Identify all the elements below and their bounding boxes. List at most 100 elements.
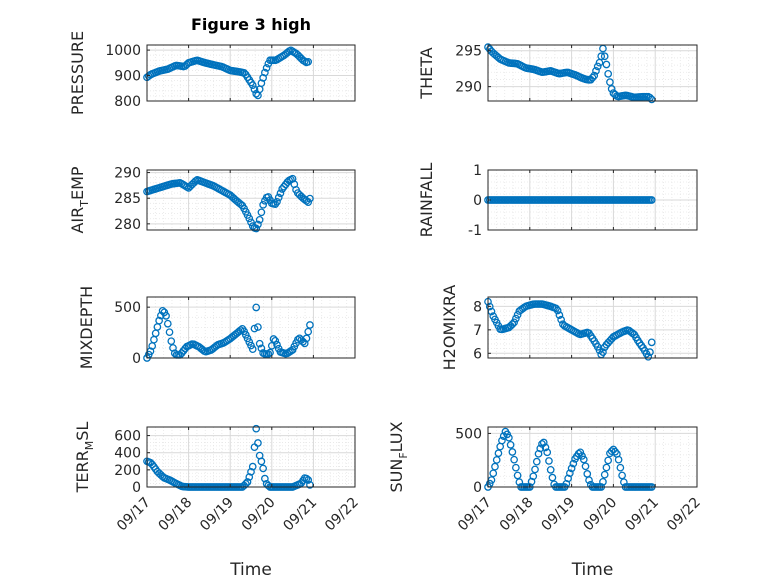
data-point (300, 339, 309, 348)
data-point (261, 474, 269, 483)
data-point (274, 193, 283, 202)
data-point (506, 441, 515, 449)
y-axis-label: AIRTEMP (68, 166, 91, 233)
data-point (618, 471, 626, 480)
data-point (255, 339, 264, 348)
y-tick-label: -1 (468, 223, 482, 239)
y-axis-label: THETA (417, 47, 436, 99)
data-point (243, 478, 252, 486)
data-point (536, 444, 545, 453)
y-tick-label: 290 (455, 80, 482, 96)
axes-mixdepth: 0 500 MIXDEPTH (77, 286, 356, 369)
data-point (250, 85, 259, 94)
data-point (304, 57, 313, 66)
data-point (543, 448, 552, 457)
axes-box (487, 44, 698, 102)
series-air_temp (143, 174, 314, 233)
data-point (264, 350, 273, 358)
data-point (247, 218, 255, 227)
data-point (505, 433, 513, 442)
data-point (555, 311, 564, 319)
y-tick-label: 500 (114, 300, 141, 316)
data-point (647, 196, 656, 204)
data-point (512, 314, 520, 323)
data-point (529, 472, 538, 481)
data-point (485, 302, 494, 311)
axes-h2omixra: 6 7 8 H2OMIXRA (440, 285, 698, 370)
axes-box (146, 296, 356, 359)
data-point (248, 81, 257, 90)
data-point (606, 78, 614, 87)
data-point (579, 455, 588, 464)
y-tick-label: 900 (114, 69, 141, 85)
data-point (271, 336, 280, 345)
data-point (304, 476, 313, 484)
y-tick-label: 1000 (105, 43, 141, 59)
data-point (489, 469, 498, 478)
data-point (252, 303, 261, 312)
data-point (257, 344, 266, 353)
data-point (267, 341, 276, 350)
y-tick-label: 0 (473, 193, 482, 209)
x-axis-label: Time (229, 560, 272, 580)
data-point (546, 466, 555, 474)
data-point (600, 52, 609, 61)
figure-title: Figure 3 high (191, 15, 311, 34)
y-axis-label: SUNFLUX (387, 421, 410, 492)
axes-theta: 290 295 THETA (417, 43, 698, 104)
y-tick-label: 6 (473, 346, 482, 362)
axes-pressure: 800 900 1000 PRESSURE (68, 31, 356, 115)
series-h2omixra (484, 297, 656, 361)
data-point (248, 462, 257, 471)
data-point (252, 424, 261, 433)
data-point (604, 456, 613, 465)
plot-area (147, 45, 355, 101)
data-point (512, 463, 520, 472)
y-tick-label: 0 (132, 351, 141, 367)
data-point (254, 220, 262, 229)
y-tick-label: 8 (473, 299, 482, 315)
data-point (552, 304, 560, 313)
data-point (306, 194, 314, 203)
data-point (531, 465, 539, 474)
data-point (600, 470, 609, 479)
data-point (581, 462, 590, 471)
axes-box (487, 426, 698, 488)
data-point (607, 85, 616, 93)
data-point (245, 473, 254, 481)
data-point (245, 214, 254, 223)
axes-rainfall: -1 0 1 RAINFALL (417, 163, 698, 239)
data-point (593, 62, 602, 71)
axes-box (146, 426, 356, 488)
data-point (597, 52, 606, 61)
y-tick-label: 285 (114, 191, 141, 207)
data-point (647, 338, 656, 347)
data-point (513, 310, 522, 319)
data-point (247, 467, 255, 476)
plot-area (147, 427, 355, 487)
data-point (557, 315, 566, 324)
data-point (163, 319, 172, 328)
data-point (155, 316, 163, 325)
data-point (541, 443, 550, 452)
y-tick-label: 0 (132, 480, 141, 496)
data-point (492, 456, 501, 464)
data-point (545, 457, 553, 465)
data-point (604, 70, 613, 78)
data-point (590, 71, 599, 80)
data-point (508, 448, 517, 456)
y-axis-label: PRESSURE (68, 31, 87, 115)
data-point (614, 455, 623, 464)
data-point (585, 476, 593, 485)
data-point (236, 326, 245, 335)
series-pressure (143, 46, 313, 100)
data-point (616, 463, 625, 472)
data-point (259, 464, 267, 473)
y-tick-label: 295 (455, 44, 482, 60)
y-tick-label: 200 (114, 463, 141, 479)
data-point (602, 60, 611, 69)
data-point (262, 64, 271, 72)
data-point (602, 463, 611, 472)
data-point (304, 198, 313, 206)
